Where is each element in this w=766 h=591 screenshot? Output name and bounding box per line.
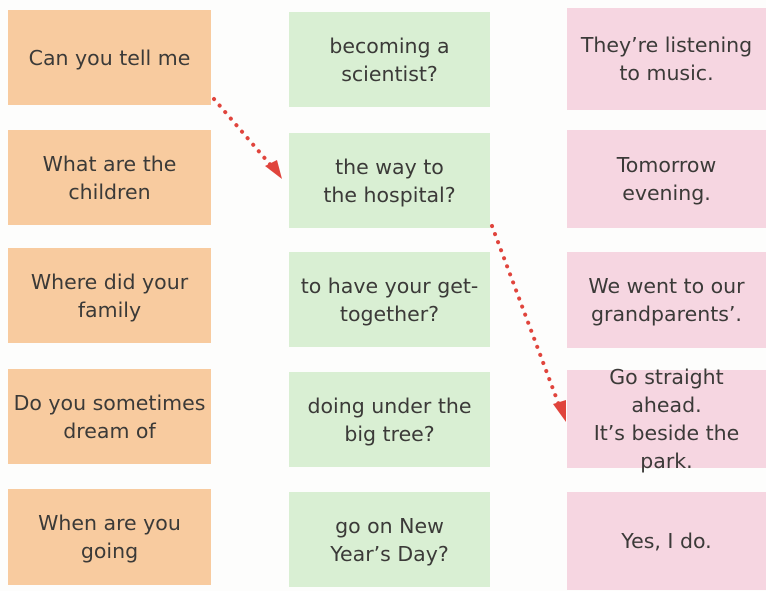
card-text: Do you sometimes dream of — [13, 390, 206, 443]
question-start-card[interactable]: Do you sometimes dream of — [8, 369, 211, 464]
card-text: Where did your family — [30, 269, 189, 322]
question-start-card[interactable]: When are you going — [8, 489, 211, 585]
card-text: doing under the big tree? — [307, 393, 472, 446]
card-text: What are the children — [42, 151, 177, 204]
arrowhead-icon — [553, 400, 566, 422]
card-text: Tomorrow evening. — [616, 153, 717, 205]
card-text: the way to the hospital? — [323, 154, 456, 207]
card-text: Go straight ahead. It’s beside the park. — [593, 365, 740, 473]
answer-card[interactable]: We went to our grandparents’. — [567, 252, 766, 348]
card-text: becoming a scientist? — [329, 33, 450, 86]
card-text: go on New Year’s Day? — [330, 513, 449, 566]
card-text: When are you going — [38, 511, 181, 563]
question-start-card[interactable]: Where did your family — [8, 248, 211, 343]
answer-card[interactable]: Tomorrow evening. — [567, 130, 766, 228]
card-text: Can you tell me — [28, 45, 191, 70]
arrowhead-icon — [265, 160, 282, 179]
card-text: to have your get- together? — [300, 273, 479, 326]
dotted-arrow-2 — [490, 224, 566, 422]
answer-card[interactable]: Go straight ahead. It’s beside the park. — [567, 365, 766, 473]
dotted-arrow-1 — [212, 97, 282, 179]
question-end-card[interactable]: go on New Year’s Day? — [289, 492, 490, 587]
question-end-card[interactable]: becoming a scientist? — [289, 12, 490, 107]
question-end-card[interactable]: to have your get- together? — [289, 252, 490, 347]
question-end-card[interactable]: doing under the big tree? — [289, 372, 490, 467]
answer-card[interactable]: Yes, I do. — [567, 492, 766, 590]
question-end-card[interactable]: the way to the hospital? — [289, 133, 490, 228]
card-text: We went to our grandparents’. — [588, 274, 745, 326]
question-start-card[interactable]: What are the children — [8, 130, 211, 225]
card-text: Yes, I do. — [621, 529, 712, 553]
question-start-card[interactable]: Can you tell me — [8, 10, 211, 105]
answer-card[interactable]: They’re listening to music. — [567, 8, 766, 110]
card-text: They’re listening to music. — [580, 33, 753, 85]
